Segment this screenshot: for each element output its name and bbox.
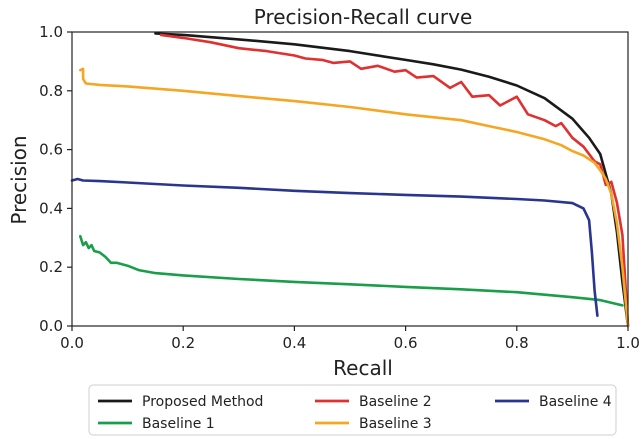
x-tick-label: 0.0 <box>60 334 84 352</box>
y-tick-label: 0.4 <box>39 199 63 217</box>
series-line-1 <box>154 32 630 328</box>
chart-title: Precision-Recall curve <box>254 5 473 29</box>
y-axis-label: Precision <box>7 135 31 224</box>
legend-label: Baseline 3 <box>359 416 432 432</box>
series-line-5 <box>70 177 599 317</box>
legend-box <box>88 384 617 436</box>
legend-item: Baseline 2 <box>315 394 432 410</box>
x-tick-label: 0.4 <box>282 334 306 352</box>
legend: Proposed Method Baseline 1 Baseline 2 Basel… <box>88 384 617 436</box>
series-line-4 <box>79 67 630 328</box>
y-tick-label: 0.0 <box>39 317 63 335</box>
legend-item: Baseline 3 <box>315 416 432 432</box>
x-tick-label: 0.6 <box>394 334 418 352</box>
legend-item: Baseline 1 <box>98 416 215 432</box>
x-tick-label: 0.2 <box>171 334 195 352</box>
x-tick-label: 0.8 <box>505 334 529 352</box>
y-tick-label: 0.6 <box>39 141 63 159</box>
axes-layer: 0.0 0.2 0.4 0.6 0.8 1.0 0.0 0.2 0.4 0.6 0.8 1.0 <box>39 23 640 352</box>
legend-label: Baseline 1 <box>142 416 215 432</box>
legend-item: Proposed Method <box>98 394 263 410</box>
x-tick-label: 1.0 <box>616 334 640 352</box>
series-line-3 <box>159 33 630 328</box>
y-tick-label: 0.8 <box>39 82 63 100</box>
legend-item: Baseline 4 <box>495 394 612 410</box>
y-tick-label: 1.0 <box>39 23 63 41</box>
x-axis-label: Recall <box>333 356 393 380</box>
axes-frame <box>71 31 629 327</box>
legend-label: Baseline 2 <box>359 394 432 410</box>
y-tick-label: 0.2 <box>39 258 63 276</box>
legend-label: Proposed Method <box>142 394 263 410</box>
series-layer <box>70 32 630 328</box>
series-line-2 <box>79 235 624 307</box>
legend-label: Baseline 4 <box>539 394 612 410</box>
